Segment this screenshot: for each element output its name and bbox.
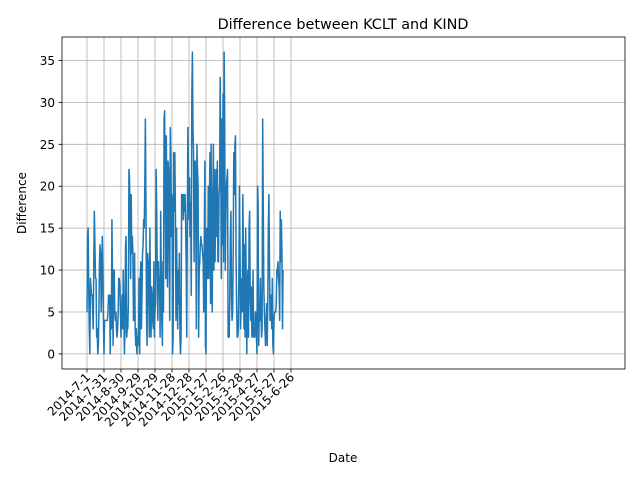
y-tick-label: 10 — [40, 264, 55, 278]
y-tick-label: 5 — [47, 305, 55, 319]
chart-title: Difference between KCLT and KIND — [218, 17, 469, 33]
y-tick-label: 20 — [40, 180, 55, 194]
y-axis-label: Difference — [15, 172, 29, 234]
plot-frame — [61, 36, 626, 370]
x-axis-ticks: 2014-7-12014-7-312014-8-302014-9-292014-… — [45, 369, 297, 429]
y-tick-label: 30 — [40, 96, 55, 110]
y-tick-label: 0 — [47, 347, 55, 361]
series-line — [86, 51, 284, 355]
line-layer — [86, 51, 284, 355]
y-tick-label: 15 — [40, 222, 55, 236]
y-axis-ticks: 0 5 10 15 20 25 30 35 — [40, 54, 62, 361]
y-tick-label: 25 — [40, 138, 55, 152]
x-axis-label: Date — [329, 451, 358, 465]
y-tick-label: 35 — [40, 54, 55, 68]
